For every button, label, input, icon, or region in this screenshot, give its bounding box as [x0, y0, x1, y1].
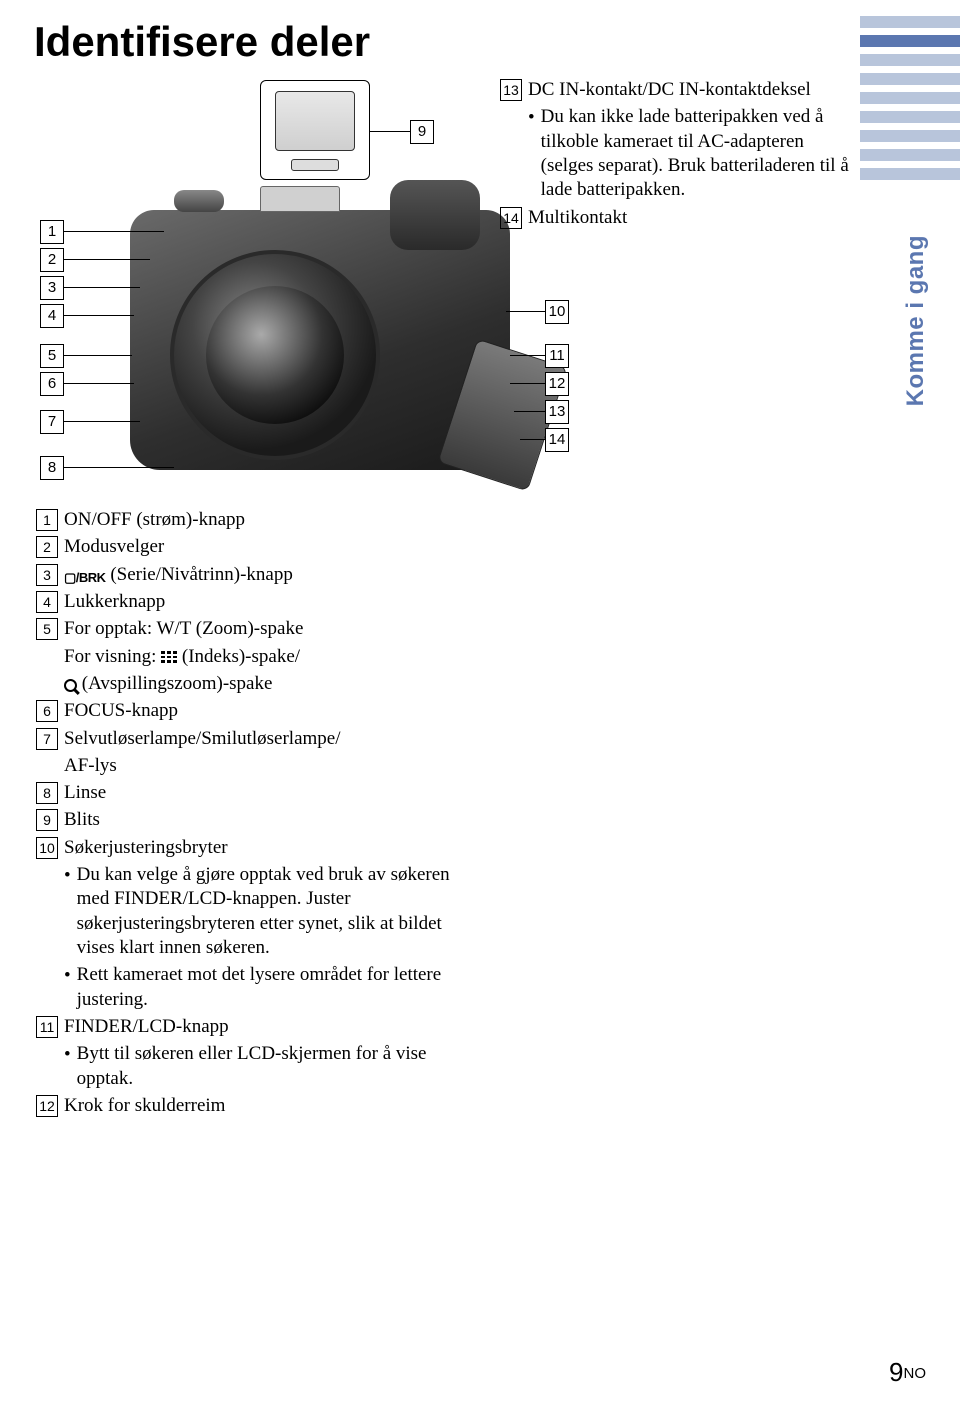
- bullet-dot-icon: •: [64, 963, 71, 1012]
- item-body: For opptak: W/T (Zoom)-spake: [64, 617, 456, 641]
- parts-list-right: 13 DC IN-kontakt/DC IN-kontaktdeksel •Du k…: [500, 78, 850, 233]
- item-body: FINDER/LCD-knapp: [64, 1015, 456, 1039]
- callout-6: 6: [40, 372, 64, 396]
- item-number: 9: [36, 809, 58, 831]
- item-bullet: •Du kan ikke lade batteripakken ved å ti…: [500, 105, 850, 202]
- list-item: 10 Søkerjusteringsbryter: [36, 836, 456, 860]
- item-body: Selvutløserlampe/Smilutløserlampe/: [64, 727, 456, 751]
- side-tab: [860, 73, 960, 85]
- side-tab: [860, 92, 960, 104]
- list-item: 6 FOCUS-knapp: [36, 699, 456, 723]
- list-item: 11 FINDER/LCD-knapp: [36, 1015, 456, 1039]
- bullet-dot-icon: •: [64, 863, 71, 960]
- index-grid-icon: [161, 651, 177, 663]
- list-item: 14 Multikontakt: [500, 206, 850, 230]
- list-item: 4 Lukkerknapp: [36, 590, 456, 614]
- callout-4: 4: [40, 304, 64, 328]
- item-number: 14: [500, 207, 522, 229]
- camera-body-illustration: [130, 210, 510, 470]
- list-item: 9 Blits: [36, 808, 456, 832]
- flash-unit-illustration: [260, 80, 370, 180]
- list-item: 2 Modusvelger: [36, 535, 456, 559]
- callout-12: 12: [545, 372, 569, 396]
- bullet-dot-icon: •: [64, 1042, 71, 1091]
- item-body: ▢/BRK (Serie/Nivåtrinn)-knapp: [64, 563, 456, 587]
- side-tab: [860, 130, 960, 142]
- page-title: Identifisere deler: [34, 18, 370, 66]
- list-item: 5 For opptak: W/T (Zoom)-spake: [36, 617, 456, 641]
- callout-7: 7: [40, 410, 64, 434]
- list-item: 8 Linse: [36, 781, 456, 805]
- burst-icon: ▢/BRK: [64, 570, 106, 587]
- list-item: 7 Selvutløserlampe/Smilutløserlampe/: [36, 727, 456, 751]
- item-subline: AF-lys: [36, 754, 456, 778]
- callout-13: 13: [545, 400, 569, 424]
- item-number: 6: [36, 700, 58, 722]
- side-tab: [860, 54, 960, 66]
- item-bullet: •Rett kameraet mot det lysere området fo…: [36, 963, 456, 1012]
- callout-3: 3: [40, 276, 64, 300]
- callout-9: 9: [410, 120, 434, 144]
- bullet-dot-icon: •: [528, 105, 535, 202]
- list-item: 13 DC IN-kontakt/DC IN-kontaktdeksel: [500, 78, 850, 102]
- list-item: 3 ▢/BRK (Serie/Nivåtrinn)-knapp: [36, 563, 456, 587]
- side-tab: [860, 168, 960, 180]
- item-number: 3: [36, 564, 58, 586]
- item-body: Lukkerknapp: [64, 590, 456, 614]
- item-number: 4: [36, 591, 58, 613]
- parts-list-left: 1 ON/OFF (strøm)-knapp 2 Modusvelger 3 ▢/BRK …: [36, 508, 456, 1121]
- item-subline: (Avspillingszoom)-spake: [36, 672, 456, 696]
- section-tab-label: Komme i gang: [902, 235, 930, 406]
- item-number: 5: [36, 618, 58, 640]
- item-number: 11: [36, 1016, 58, 1038]
- callout-1: 1: [40, 220, 64, 244]
- item-body: ON/OFF (strøm)-knapp: [64, 508, 456, 532]
- side-tabs: [860, 16, 960, 187]
- item-number: 13: [500, 79, 522, 101]
- callout-8: 8: [40, 456, 64, 480]
- magnifier-icon: [64, 679, 77, 692]
- item-body: Multikontakt: [528, 206, 850, 230]
- item-bullet: •Bytt til søkeren eller LCD-skjermen for…: [36, 1042, 456, 1091]
- callout-11: 11: [545, 344, 569, 368]
- callout-2: 2: [40, 248, 64, 272]
- item-bullet: •Du kan velge å gjøre opptak ved bruk av…: [36, 863, 456, 960]
- side-tab: [860, 149, 960, 161]
- callout-5: 5: [40, 344, 64, 368]
- item-number: 8: [36, 782, 58, 804]
- item-number: 1: [36, 509, 58, 531]
- callout-14: 14: [545, 428, 569, 452]
- item-body: DC IN-kontakt/DC IN-kontaktdeksel: [528, 78, 850, 102]
- callout-10: 10: [545, 300, 569, 324]
- list-item: 1 ON/OFF (strøm)-knapp: [36, 508, 456, 532]
- item-subline: For visning: (Indeks)-spake/: [36, 645, 456, 669]
- camera-diagram: 1 2 3 4 5 6 7 8 9 10 11 12 13 14: [40, 80, 580, 490]
- item-number: 2: [36, 536, 58, 558]
- item-body: Søkerjusteringsbryter: [64, 836, 456, 860]
- side-tab: [860, 16, 960, 28]
- item-body: Linse: [64, 781, 456, 805]
- item-number: 12: [36, 1095, 58, 1117]
- item-body: FOCUS-knapp: [64, 699, 456, 723]
- list-item: 12 Krok for skulderreim: [36, 1094, 456, 1118]
- item-number: 7: [36, 728, 58, 750]
- side-tab: [860, 111, 960, 123]
- page-number: 9NO: [889, 1357, 926, 1388]
- item-body: Blits: [64, 808, 456, 832]
- side-tab: [860, 35, 960, 47]
- item-number: 10: [36, 837, 58, 859]
- item-body: Modusvelger: [64, 535, 456, 559]
- item-body: Krok for skulderreim: [64, 1094, 456, 1118]
